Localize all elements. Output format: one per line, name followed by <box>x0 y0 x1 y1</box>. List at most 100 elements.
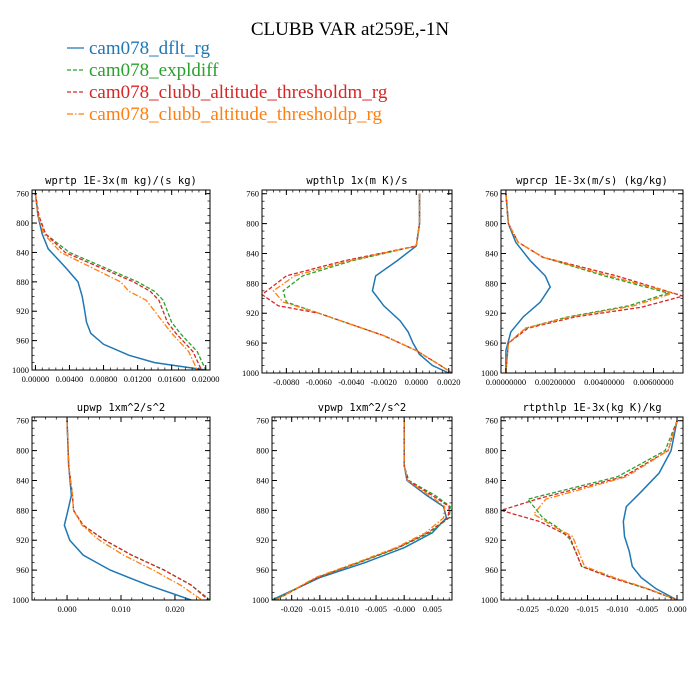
x-tick-label: -0.0040 <box>338 377 364 387</box>
plot-frame <box>500 416 684 601</box>
x-tick-label: 0.00200000 <box>535 377 575 387</box>
y-tick-label: 1000 <box>12 365 29 375</box>
y-tick-label: 1000 <box>252 595 269 605</box>
panel-title: wprcp 1E-3x(m/s) (kg/kg) <box>516 175 668 187</box>
x-tick-label: 0.00800 <box>90 374 118 384</box>
panel-title: rtpthlp 1E-3x(kg K)/kg <box>522 402 661 414</box>
x-tick-label: 0.005 <box>423 604 442 614</box>
x-tick-label: 0.00000 <box>22 374 50 384</box>
x-tick-label: -0.010 <box>337 604 359 614</box>
x-tick-label: 0.0000 <box>405 377 428 387</box>
x-tick-label: 0.020 <box>165 604 184 614</box>
panel-title: wpthlp 1x(m K)/s <box>306 175 407 187</box>
legend-label: cam078_clubb_altitude_thresholdm_rg <box>89 82 388 103</box>
x-tick-label: -0.005 <box>636 604 658 614</box>
series-line-cam078_clubb_altitude_thresholdp_rg <box>275 420 446 600</box>
x-tick-label: -0.0020 <box>371 377 397 387</box>
y-tick-label: 960 <box>246 338 259 348</box>
series-line-cam078_clubb_altitude_thresholdm_rg <box>34 193 203 370</box>
y-tick-label: 920 <box>485 535 498 545</box>
series-line-cam078_clubb_altitude_thresholdm_rg <box>505 193 683 373</box>
x-tick-label: 0.02000 <box>192 374 220 384</box>
x-tick-label: -0.015 <box>309 604 331 614</box>
legend-item: cam078_dflt_rg <box>67 38 211 59</box>
x-tick-label: -0.020 <box>547 604 569 614</box>
y-tick-label: 760 <box>246 189 259 199</box>
y-tick-label: 840 <box>246 248 259 258</box>
y-tick-label: 920 <box>485 308 498 318</box>
y-tick-label: 960 <box>485 565 498 575</box>
y-tick-label: 840 <box>485 475 498 485</box>
y-tick-label: 920 <box>256 535 269 545</box>
legend-label: cam078_expldiff <box>89 60 219 81</box>
y-tick-label: 1000 <box>481 595 498 605</box>
y-tick-label: 920 <box>16 535 29 545</box>
series-line-cam078_clubb_altitude_thresholdp_rg <box>66 420 203 600</box>
chart-panel: vpwp 1xm^2/s^2 760 800 840 880 920 960 1000 -0.0… <box>252 402 453 614</box>
figure-title: CLUBB VAR at259E,-1N <box>251 19 450 40</box>
chart-panel: wprtp 1E-3x(m kg)/(s kg) 760 800 840 880 920 9… <box>12 175 220 384</box>
y-tick-label: 760 <box>485 189 498 199</box>
x-tick-label: 0.01200 <box>124 374 152 384</box>
y-tick-label: 800 <box>256 446 269 456</box>
x-tick-label: -0.0080 <box>273 377 299 387</box>
y-tick-label: 760 <box>16 416 29 426</box>
x-tick-label: 0.0020 <box>437 377 460 387</box>
x-tick-label: 0.00400000 <box>584 377 624 387</box>
legend-item: cam078_clubb_altitude_thresholdm_rg <box>67 82 388 103</box>
legend-item: cam078_expldiff <box>67 60 219 81</box>
y-tick-label: 840 <box>16 475 29 485</box>
x-tick-label: 0.000 <box>667 604 686 614</box>
chart-panel: wpthlp 1x(m K)/s 760 800 840 880 920 960 1000 -0… <box>242 175 460 387</box>
plot-frame <box>31 189 211 371</box>
y-tick-label: 800 <box>16 218 29 228</box>
y-tick-label: 800 <box>16 446 29 456</box>
y-tick-label: 880 <box>16 505 29 515</box>
legend-label: cam078_clubb_altitude_thresholdp_rg <box>89 104 383 125</box>
y-tick-label: 960 <box>485 338 498 348</box>
y-tick-label: 800 <box>485 446 498 456</box>
series-line-cam078_expldiff <box>34 193 207 370</box>
x-tick-label: -0.020 <box>281 604 303 614</box>
panel-title: vpwp 1xm^2/s^2 <box>318 402 407 414</box>
y-tick-label: 800 <box>485 219 498 229</box>
y-tick-label: 1000 <box>481 368 498 378</box>
y-tick-label: 880 <box>256 505 269 515</box>
x-tick-label: 0.00600000 <box>633 377 673 387</box>
series-line-cam078_clubb_altitude_thresholdp_rg <box>272 193 452 373</box>
y-tick-label: 760 <box>485 416 498 426</box>
y-tick-label: 760 <box>256 416 269 426</box>
y-tick-label: 800 <box>246 219 259 229</box>
chart-panel: wprcp 1E-3x(m/s) (kg/kg) 760 800 840 880 920 9… <box>481 175 684 387</box>
chart-panel: rtpthlp 1E-3x(kg K)/kg 760 800 840 880 920 960… <box>481 402 687 614</box>
panel-title: wprtp 1E-3x(m kg)/(s kg) <box>45 175 197 187</box>
series-line-cam078_clubb_altitude_thresholdm_rg <box>501 420 678 600</box>
series-line-cam078_clubb_altitude_thresholdm_rg <box>66 420 209 600</box>
y-tick-label: 880 <box>246 278 259 288</box>
x-tick-label: 0.00000000 <box>486 377 526 387</box>
x-tick-label: 0.010 <box>111 604 130 614</box>
series-line-cam078_clubb_altitude_thresholdp_rg <box>532 420 678 600</box>
y-tick-label: 960 <box>16 565 29 575</box>
y-tick-label: 1000 <box>242 368 259 378</box>
chart-panels: wprtp 1E-3x(m kg)/(s kg) 760 800 840 880 920 9… <box>12 175 687 614</box>
y-tick-label: 840 <box>485 248 498 258</box>
chart-panel: upwp 1xm^2/s^2 760 800 840 880 920 960 1000 0.00… <box>12 402 211 614</box>
plot-frame <box>500 189 684 374</box>
legend-label: cam078_dflt_rg <box>89 38 211 59</box>
y-tick-label: 880 <box>16 277 29 287</box>
legend-item: cam078_clubb_altitude_thresholdp_rg <box>67 104 383 125</box>
y-tick-label: 920 <box>16 306 29 316</box>
x-tick-label: -0.005 <box>365 604 387 614</box>
series-line-cam078_clubb_altitude_thresholdm_rg <box>262 193 452 373</box>
y-tick-label: 960 <box>16 336 29 346</box>
plot-frame <box>261 189 453 374</box>
series-line-cam078_dflt_rg <box>34 193 206 370</box>
series-line-cam078_dflt_rg <box>622 420 678 600</box>
y-tick-label: 840 <box>16 247 29 257</box>
series-line-cam078_dflt_rg <box>505 193 552 373</box>
y-tick-label: 760 <box>16 189 29 199</box>
plot-frame <box>271 416 453 601</box>
x-tick-label: 0.01600 <box>158 374 186 384</box>
